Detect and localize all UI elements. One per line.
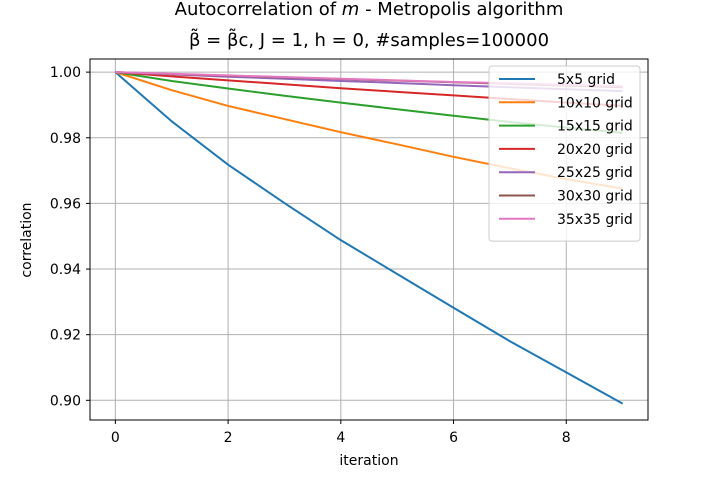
legend-label: 35x35 grid — [557, 212, 633, 228]
legend-label: 30x30 grid — [557, 189, 633, 205]
x-tick-label: 8 — [562, 430, 571, 446]
x-tick-label: 4 — [336, 430, 345, 446]
legend-box — [488, 65, 641, 242]
y-tick-label: 0.94 — [50, 262, 81, 278]
x-tick-label: 0 — [111, 430, 120, 446]
legend-label: 5x5 grid — [557, 72, 615, 88]
y-tick-label: 0.92 — [50, 328, 81, 344]
chart-title-line2: β̃ = β̃c, J = 1, h = 0, #samples=100000 — [189, 29, 549, 51]
plot-area-frame — [89, 58, 649, 421]
x-axis-label: iteration — [339, 453, 398, 469]
legend-label: 15x15 grid — [557, 119, 633, 135]
axis-ticks: 0 2 4 6 8 0.90 0.92 0.94 0.96 0.98 1.00 — [50, 65, 571, 446]
chart-title-line1: Autocorrelation of m - Metropolis algori… — [175, 0, 564, 20]
series-line-5x5-grid — [114, 71, 624, 405]
legend-label: 20x20 grid — [557, 142, 633, 158]
legend-label: 10x10 grid — [557, 95, 633, 111]
plot-lines — [114, 71, 624, 405]
y-tick-label: 1.00 — [50, 65, 81, 81]
legend-label: 25x25 grid — [557, 165, 633, 181]
y-tick-label: 0.90 — [50, 393, 81, 409]
legend: 5x5 grid 10x10 grid 15x15 grid 20x20 grid 25… — [488, 65, 641, 242]
title-variable-m: m — [342, 0, 360, 20]
x-tick-label: 2 — [224, 430, 233, 446]
y-axis-label: correlation — [19, 202, 35, 277]
y-tick-label: 0.98 — [50, 131, 81, 147]
x-tick-label: 6 — [449, 430, 458, 446]
y-tick-label: 0.96 — [50, 196, 81, 212]
